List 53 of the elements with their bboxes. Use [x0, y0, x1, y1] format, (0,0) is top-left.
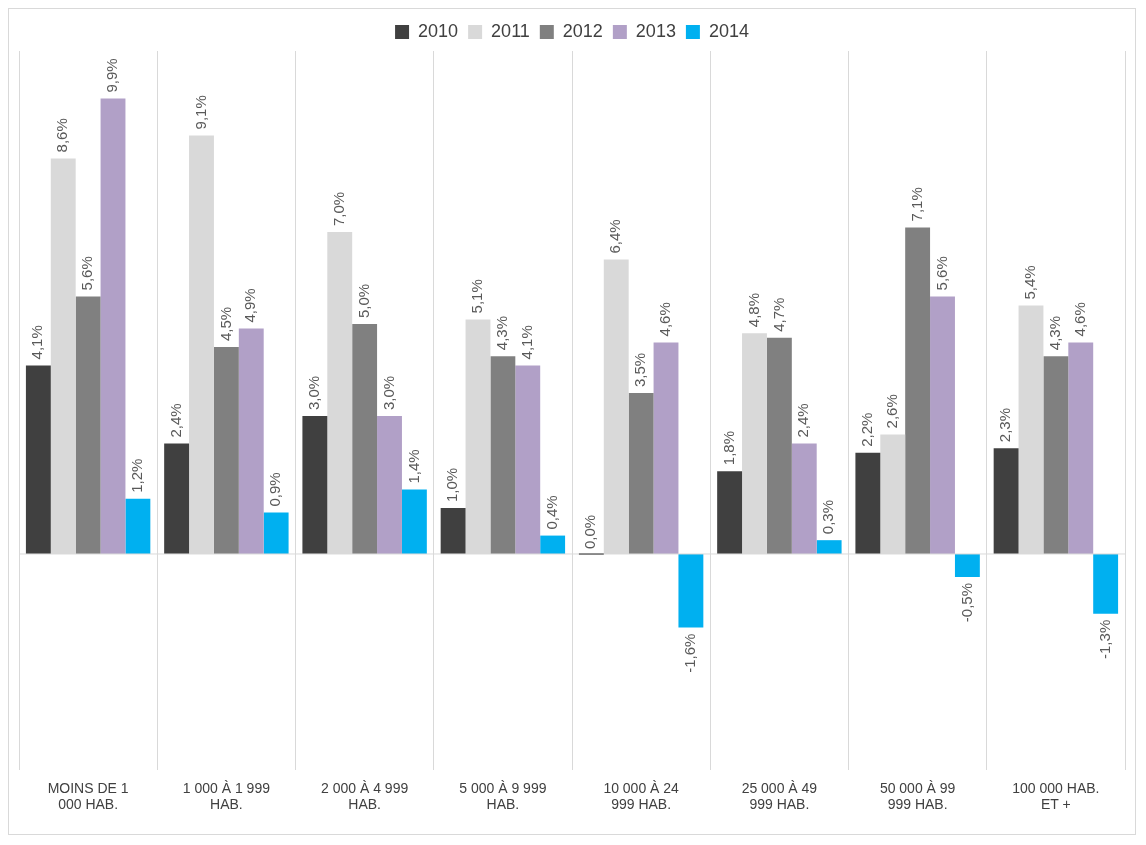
- data-label: 2,3%: [996, 407, 1014, 443]
- data-label: 1,4%: [404, 449, 422, 484]
- data-label: 4,8%: [744, 292, 762, 328]
- data-label: 9,9%: [103, 58, 121, 93]
- data-label: 5,0%: [354, 283, 372, 318]
- data-label: 4,1%: [28, 325, 46, 360]
- data-label: 5,1%: [468, 279, 486, 314]
- data-label: 1,8%: [719, 430, 737, 466]
- x-tick-label: 5 000 À 9 999 HAB.: [459, 779, 547, 813]
- legend-label: 2014: [708, 20, 749, 41]
- x-tick-label: 50 000 À 99 999 HAB.: [879, 779, 956, 813]
- data-label: 0,4%: [542, 495, 560, 530]
- data-label: 5,4%: [1021, 265, 1039, 300]
- data-label: 2,4%: [166, 403, 184, 438]
- data-label: 6,4%: [606, 219, 624, 254]
- data-label: 3,0%: [305, 375, 322, 410]
- data-label: 4,1%: [517, 325, 535, 360]
- data-label: 7,1%: [907, 187, 925, 222]
- data-label: 1,0%: [443, 467, 461, 502]
- data-label: 1,2%: [128, 458, 146, 493]
- legend-label: 2012: [562, 20, 603, 41]
- legend-label: 2010: [418, 20, 459, 41]
- data-label: 4,5%: [216, 306, 234, 341]
- x-tick-label: 10 000 À 24 999 HAB.: [603, 779, 680, 813]
- data-label: 4,3%: [493, 315, 511, 351]
- data-label: 5,6%: [78, 256, 96, 291]
- x-tick-label: MOINS DE 1 000 HAB.: [47, 779, 129, 813]
- data-label: 2,4%: [794, 403, 812, 438]
- data-label: 3,0%: [379, 375, 397, 410]
- data-label: 0,0%: [581, 514, 599, 549]
- data-label: -1,3%: [1095, 619, 1113, 659]
- data-label: 4,6%: [656, 302, 674, 337]
- data-label: -1,6%: [681, 633, 699, 673]
- x-tick-label: 2 000 À 4 999 HAB.: [321, 779, 409, 813]
- data-label: 3,5%: [631, 352, 649, 387]
- data-label: 0,3%: [819, 499, 837, 535]
- x-tick-label: 25 000 À 49 999 HAB.: [741, 779, 818, 813]
- x-tick-label: 100 000 HAB. ET +: [1012, 779, 1100, 813]
- legend-label: 2013: [635, 20, 676, 41]
- data-label: 5,6%: [932, 256, 950, 291]
- data-label: 7,0%: [329, 191, 347, 226]
- data-label: 4,7%: [769, 297, 787, 332]
- x-tick-label: 1 000 À 1 999 HAB.: [182, 779, 271, 813]
- data-label: 9,1%: [191, 95, 209, 130]
- data-label: 4,6%: [1070, 302, 1088, 337]
- data-label: 4,3%: [1046, 315, 1064, 351]
- data-label: 8,6%: [53, 118, 71, 153]
- data-label: 0,9%: [266, 472, 284, 507]
- data-label: -0,5%: [957, 582, 975, 623]
- data-label: 4,9%: [241, 288, 259, 323]
- data-label: 2,6%: [882, 394, 900, 429]
- legend-label: 2011: [491, 20, 530, 41]
- data-label: 2,2%: [858, 412, 875, 447]
